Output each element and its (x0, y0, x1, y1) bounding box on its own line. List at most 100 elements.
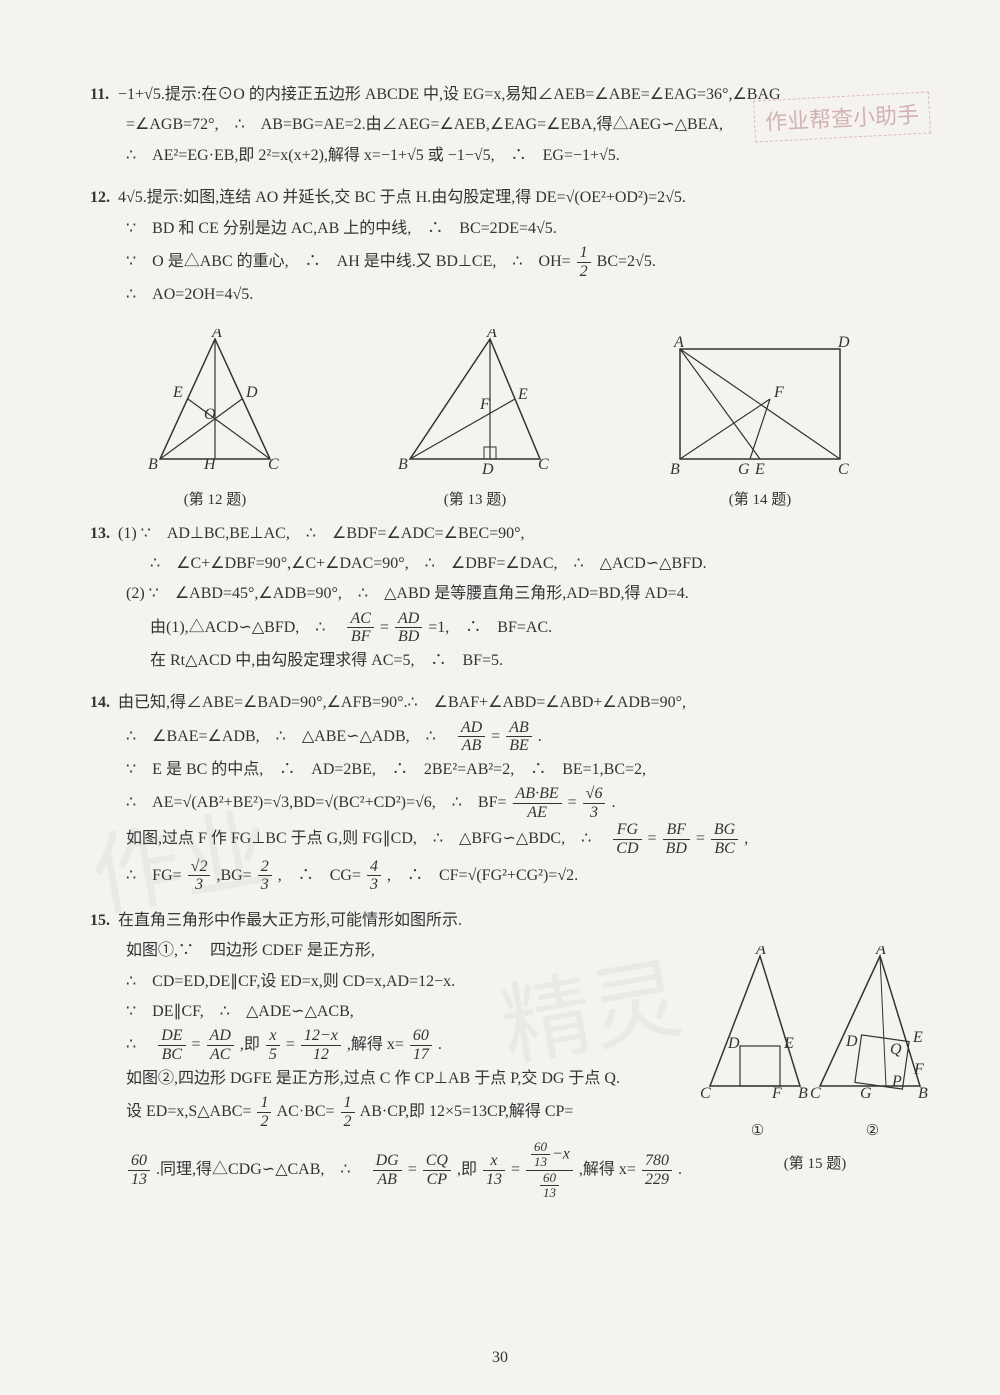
triangle-diagram-icon: A B C D E F (390, 329, 560, 479)
fraction-bot: 3 (188, 876, 211, 894)
text: ,BG= (216, 866, 251, 883)
svg-text:B: B (798, 1085, 808, 1102)
svg-text:F: F (913, 1061, 924, 1078)
text: , ∴ CF=√(FG²+CG²)=√2. (387, 866, 578, 883)
svg-text:B: B (148, 456, 158, 473)
figure-row: A B C H E D O (第 12 题) A B C D E F (90, 329, 910, 509)
svg-text:D: D (245, 384, 258, 401)
svg-text:B: B (670, 461, 680, 478)
svg-text:P: P (891, 1073, 902, 1090)
problem-text: ∴ ∠BAE=∠ADB, ∴ △ABE∽△ADB, ∴ ADAB = ABBE … (90, 719, 910, 755)
fraction-top: AD (207, 1027, 234, 1046)
figure-caption: (第 15 题) (700, 1150, 930, 1179)
fraction-top: 1 (341, 1094, 355, 1113)
text: = (286, 1036, 295, 1053)
problem-text: 如图②,四边形 DGFE 是正方形,过点 C 作 CP⊥AB 于点 P,交 DG… (90, 1064, 726, 1094)
fraction-top: 60 (410, 1027, 432, 1046)
svg-text:C: C (538, 456, 549, 473)
fraction-top: 1 (257, 1094, 271, 1113)
fraction-bot: 12 (301, 1046, 341, 1064)
text: , (744, 830, 748, 847)
problem-text: ∵ BD 和 CE 分别是边 AC,AB 上的中线, ∴ BC=2DE=4√5. (90, 214, 910, 244)
text: ∴ FG= (126, 866, 182, 883)
problem-text: 由(1),△ACD∽△BFD, ∴ ACBF = ADBD =1, ∴ BF=A… (90, 610, 910, 646)
text: AC·BC= (277, 1103, 335, 1120)
problem-text: ∴ ∠C+∠DBF=90°,∠C+∠DAC=90°, ∴ ∠DBF=∠DAC, … (90, 549, 910, 579)
fraction-top: CQ (423, 1152, 451, 1171)
fraction-top: √2 (188, 858, 211, 877)
figure-caption: (第 12 题) (140, 488, 290, 509)
svg-text:C: C (810, 1085, 821, 1102)
rectangle-diagram-icon: A D B C E G F (660, 329, 860, 479)
svg-text:F: F (479, 396, 490, 413)
fraction-top: AB (506, 719, 532, 738)
text: , ∴ CG= (278, 866, 361, 883)
fraction-bot: AB (373, 1171, 402, 1189)
problem-13: 13.(1) ∵ AD⊥BC,BE⊥AC, ∴ ∠BDF=∠ADC=∠BEC=9… (90, 519, 910, 677)
fraction-top: AC (347, 610, 373, 629)
svg-text:C: C (838, 461, 849, 478)
fraction-bot: 3 (258, 876, 272, 894)
fraction-bot: CD (613, 840, 641, 858)
problem-number: 14. (90, 688, 118, 718)
text: 由(1),△ACD∽△BFD, ∴ (150, 618, 341, 635)
text: ,即 (240, 1036, 260, 1053)
fraction-bot: 5 (266, 1046, 280, 1064)
fraction-bot: 13 (531, 1155, 550, 1169)
text: = (648, 830, 657, 847)
svg-text:D: D (481, 461, 494, 478)
fraction-bot: 2 (341, 1113, 355, 1131)
text: = (696, 830, 705, 847)
fraction-bot: 2 (257, 1113, 271, 1131)
text: 如图,过点 F 作 FG⊥BC 于点 G,则 FG∥CD, ∴ △BFG∽△BD… (126, 830, 607, 847)
svg-text:A: A (486, 329, 497, 341)
page-number: 30 (0, 1349, 1000, 1367)
fraction-top: 2 (258, 858, 272, 877)
svg-text:D: D (845, 1033, 858, 1050)
svg-text:G: G (860, 1085, 872, 1102)
fraction-top: x (483, 1152, 505, 1171)
problem-text: −1+√5.提示:在⊙O 的内接正五边形 ABCDE 中,设 EG=x,易知∠A… (118, 86, 781, 103)
fraction-bot: AE (513, 804, 562, 822)
figure-label-2: ② (866, 1117, 879, 1146)
fraction-bot: 229 (642, 1171, 672, 1189)
text: = (511, 1161, 520, 1178)
fraction-top: 4 (367, 858, 381, 877)
svg-text:E: E (912, 1029, 923, 1046)
fraction-bot: CP (423, 1171, 451, 1189)
fraction-bot: 3 (583, 804, 606, 822)
problem-text: (2) ∵ ∠ABD=45°,∠ADB=90°, ∴ △ABD 是等腰直角三角形… (90, 579, 910, 609)
problem-text: ∵ E 是 BC 的中点, ∴ AD=2BE, ∴ 2BE²=AB²=2, ∴ … (90, 755, 910, 785)
text: = (380, 618, 389, 635)
text: ∴ AE=√(AB²+BE²)=√3,BD=√(BC²+CD²)=√6, ∴ B… (126, 794, 507, 811)
text: . (611, 794, 615, 811)
problem-14: 14.由已知,得∠ABE=∠BAD=90°,∠AFB=90°.∴ ∠BAF+∠A… (90, 688, 910, 894)
svg-text:A: A (875, 946, 886, 958)
svg-text:O: O (204, 406, 216, 423)
text: = (568, 794, 577, 811)
svg-text:A: A (673, 334, 684, 351)
fraction-bot: 13 (540, 1186, 559, 1200)
svg-text:D: D (727, 1035, 740, 1052)
svg-text:G: G (738, 461, 750, 478)
text: .同理,得△CDG∽△CAB, ∴ (156, 1161, 367, 1178)
fraction-top: 780 (642, 1152, 672, 1171)
fraction-top: 60 (128, 1152, 150, 1171)
svg-text:E: E (754, 461, 765, 478)
page: 作业帮查小助手 作业 精灵 11.−1+√5.提示:在⊙O 的内接正五边形 AB… (0, 0, 1000, 1395)
text: ,解得 x= (579, 1161, 636, 1178)
text: ∴ ∠BAE=∠ADB, ∴ △ABE∽△ADB, ∴ (126, 727, 452, 744)
problem-text: 在 Rt△ACD 中,由勾股定理求得 AC=5, ∴ BF=5. (90, 646, 910, 676)
fraction-bot: BC (711, 840, 738, 858)
figure-caption: (第 13 题) (390, 488, 560, 509)
problem-text: ∴ FG= √23 ,BG= 23 , ∴ CG= 43 , ∴ CF=√(FG… (90, 858, 910, 894)
svg-text:Q: Q (890, 1041, 902, 1058)
fraction-bot: 3 (367, 876, 381, 894)
text: = (192, 1036, 201, 1053)
fraction-top: 6013−x (526, 1140, 573, 1171)
fraction-bot: BD (663, 840, 690, 858)
text: ,即 (457, 1161, 477, 1178)
text: =1, ∴ BF=AC. (428, 618, 552, 635)
text: BC=2√5. (597, 253, 656, 270)
fraction-bot: BE (506, 737, 532, 755)
